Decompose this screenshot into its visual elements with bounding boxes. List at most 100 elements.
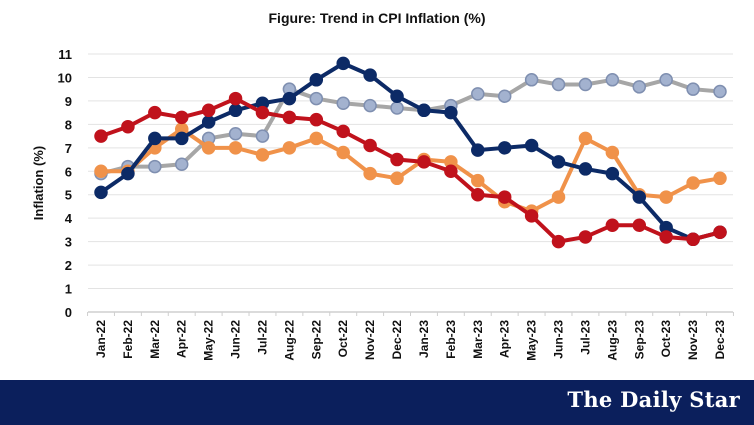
x-tick-label: Jun-23 xyxy=(552,320,566,359)
y-axis-ticks: 0 1 2 3 4 5 6 7 8 9 10 11 xyxy=(58,47,73,320)
x-tick-label: May-23 xyxy=(525,320,539,361)
data-point-orange xyxy=(228,141,243,155)
data-point-red xyxy=(713,225,727,240)
data-point-navy xyxy=(605,166,620,181)
data-point-orange xyxy=(201,141,216,155)
x-tick-label: Dec-22 xyxy=(390,320,404,360)
data-point-orange xyxy=(255,148,270,162)
brand-logo: The Daily Star xyxy=(567,387,740,412)
x-tick-label: Apr-22 xyxy=(175,320,189,358)
data-point-orange xyxy=(713,171,727,186)
data-point-red xyxy=(551,234,566,249)
data-point-red xyxy=(578,230,593,244)
data-point-orange xyxy=(94,164,108,179)
y-tick-label: 4 xyxy=(65,211,73,226)
y-tick-label: 5 xyxy=(65,188,72,203)
y-tick-label: 0 xyxy=(65,305,72,320)
x-axis: Jan-22 Feb-22 Mar-22 Apr-22 May-22 Jun-22 Jul-… xyxy=(87,311,734,361)
data-point-orange xyxy=(551,190,566,204)
data-point-gray xyxy=(174,157,189,171)
data-point-navy xyxy=(471,143,485,157)
data-point-navy xyxy=(363,68,377,82)
data-point-red xyxy=(524,209,539,223)
x-tick-label: Aug-22 xyxy=(282,320,296,361)
footer-banner: The Daily Star xyxy=(0,380,754,425)
data-point-orange xyxy=(686,176,700,190)
y-tick-label: 6 xyxy=(65,164,72,179)
data-point-gray xyxy=(713,84,727,99)
data-point-gray xyxy=(659,73,673,87)
series-red xyxy=(94,91,727,249)
data-point-red xyxy=(417,155,431,169)
data-point-red xyxy=(174,110,189,125)
data-point-orange xyxy=(363,166,377,181)
y-tick-label: 8 xyxy=(65,117,72,132)
data-point-gray xyxy=(309,91,324,106)
data-point-red xyxy=(309,112,324,127)
data-point-orange xyxy=(336,145,350,160)
data-point-gray xyxy=(148,159,162,174)
data-point-navy xyxy=(497,141,512,155)
data-point-red xyxy=(659,230,673,244)
x-tick-label: May-22 xyxy=(202,320,216,361)
data-point-gray xyxy=(336,96,350,111)
gridlines xyxy=(88,53,733,290)
x-tick-label: Dec-23 xyxy=(713,320,727,360)
data-point-red xyxy=(497,190,512,204)
series-gray xyxy=(94,73,727,181)
data-point-orange xyxy=(605,145,620,160)
y-tick-label: 2 xyxy=(65,258,72,273)
data-point-orange xyxy=(390,171,404,186)
data-point-navy xyxy=(444,105,458,120)
data-point-gray xyxy=(471,87,485,101)
y-axis-label: Inflation (%) xyxy=(31,146,46,220)
x-tick-label: Nov-22 xyxy=(363,320,377,360)
data-point-gray xyxy=(551,77,566,92)
data-point-navy xyxy=(390,89,404,103)
data-point-red xyxy=(390,152,404,167)
data-point-gray xyxy=(686,82,700,96)
data-point-navy xyxy=(148,131,162,146)
data-point-gray xyxy=(605,73,620,87)
data-point-red xyxy=(228,91,243,106)
data-point-navy xyxy=(578,162,593,176)
x-tick-label: Oct-23 xyxy=(659,320,673,358)
x-tick-label: Feb-22 xyxy=(121,320,135,359)
data-point-navy xyxy=(551,155,566,169)
chart-title: Figure: Trend in CPI Inflation (%) xyxy=(268,10,486,26)
x-tick-label: Jul-22 xyxy=(255,320,269,355)
data-point-gray xyxy=(497,89,512,103)
x-tick-label: Jun-22 xyxy=(229,320,243,359)
data-point-red xyxy=(201,103,216,118)
y-tick-label: 10 xyxy=(58,70,72,85)
data-point-gray xyxy=(390,101,404,115)
data-point-navy xyxy=(632,190,647,204)
data-point-red xyxy=(444,164,458,179)
data-point-gray xyxy=(363,98,377,113)
data-point-gray xyxy=(578,77,593,92)
data-point-red xyxy=(686,232,700,247)
data-point-orange xyxy=(282,141,297,155)
data-point-gray xyxy=(255,129,270,143)
series-line-orange xyxy=(101,127,721,214)
data-point-orange xyxy=(471,173,485,188)
data-point-red xyxy=(255,105,270,120)
data-point-navy xyxy=(336,56,350,71)
y-tick-label: 7 xyxy=(65,141,72,156)
data-point-orange xyxy=(578,131,593,146)
x-tick-label: Apr-23 xyxy=(498,320,512,358)
x-tick-label: Sep-22 xyxy=(309,320,323,360)
x-tick-label: Jan-22 xyxy=(94,320,108,358)
x-tick-label: Mar-22 xyxy=(148,320,162,359)
data-point-navy xyxy=(309,73,324,87)
data-point-red xyxy=(336,124,350,139)
data-point-red xyxy=(282,110,297,125)
y-tick-label: 3 xyxy=(65,235,72,250)
series-orange xyxy=(94,122,727,218)
x-tick-label: Nov-23 xyxy=(686,320,700,360)
data-point-orange xyxy=(309,131,324,146)
data-point-red xyxy=(363,138,377,153)
data-point-gray xyxy=(228,126,243,141)
series-lines xyxy=(94,56,727,249)
x-tick-label: Jan-23 xyxy=(417,320,431,358)
